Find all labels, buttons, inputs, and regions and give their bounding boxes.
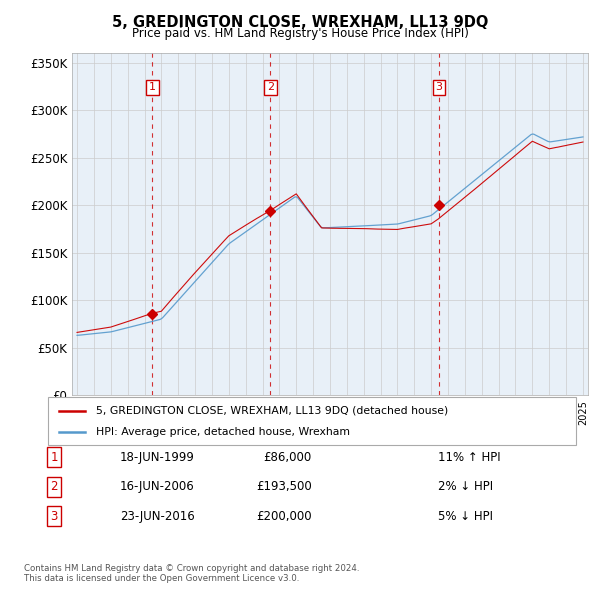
Text: 5, GREDINGTON CLOSE, WREXHAM, LL13 9DQ (detached house): 5, GREDINGTON CLOSE, WREXHAM, LL13 9DQ (… <box>95 405 448 415</box>
Text: 5, GREDINGTON CLOSE, WREXHAM, LL13 9DQ: 5, GREDINGTON CLOSE, WREXHAM, LL13 9DQ <box>112 15 488 30</box>
Text: 1: 1 <box>50 451 58 464</box>
Text: 16-JUN-2006: 16-JUN-2006 <box>120 480 195 493</box>
Text: 3: 3 <box>436 83 443 92</box>
Text: 1: 1 <box>149 83 156 92</box>
Text: £200,000: £200,000 <box>256 510 312 523</box>
Text: 2: 2 <box>267 83 274 92</box>
Text: 2% ↓ HPI: 2% ↓ HPI <box>438 480 493 493</box>
Text: HPI: Average price, detached house, Wrexham: HPI: Average price, detached house, Wrex… <box>95 427 350 437</box>
Text: 5% ↓ HPI: 5% ↓ HPI <box>438 510 493 523</box>
Text: 2: 2 <box>50 480 58 493</box>
Text: Price paid vs. HM Land Registry's House Price Index (HPI): Price paid vs. HM Land Registry's House … <box>131 27 469 40</box>
Text: 11% ↑ HPI: 11% ↑ HPI <box>438 451 500 464</box>
Text: 3: 3 <box>50 510 58 523</box>
FancyBboxPatch shape <box>48 397 576 445</box>
Text: Contains HM Land Registry data © Crown copyright and database right 2024.
This d: Contains HM Land Registry data © Crown c… <box>24 563 359 583</box>
Text: 18-JUN-1999: 18-JUN-1999 <box>120 451 195 464</box>
Text: 23-JUN-2016: 23-JUN-2016 <box>120 510 195 523</box>
Text: £193,500: £193,500 <box>256 480 312 493</box>
Text: £86,000: £86,000 <box>264 451 312 464</box>
